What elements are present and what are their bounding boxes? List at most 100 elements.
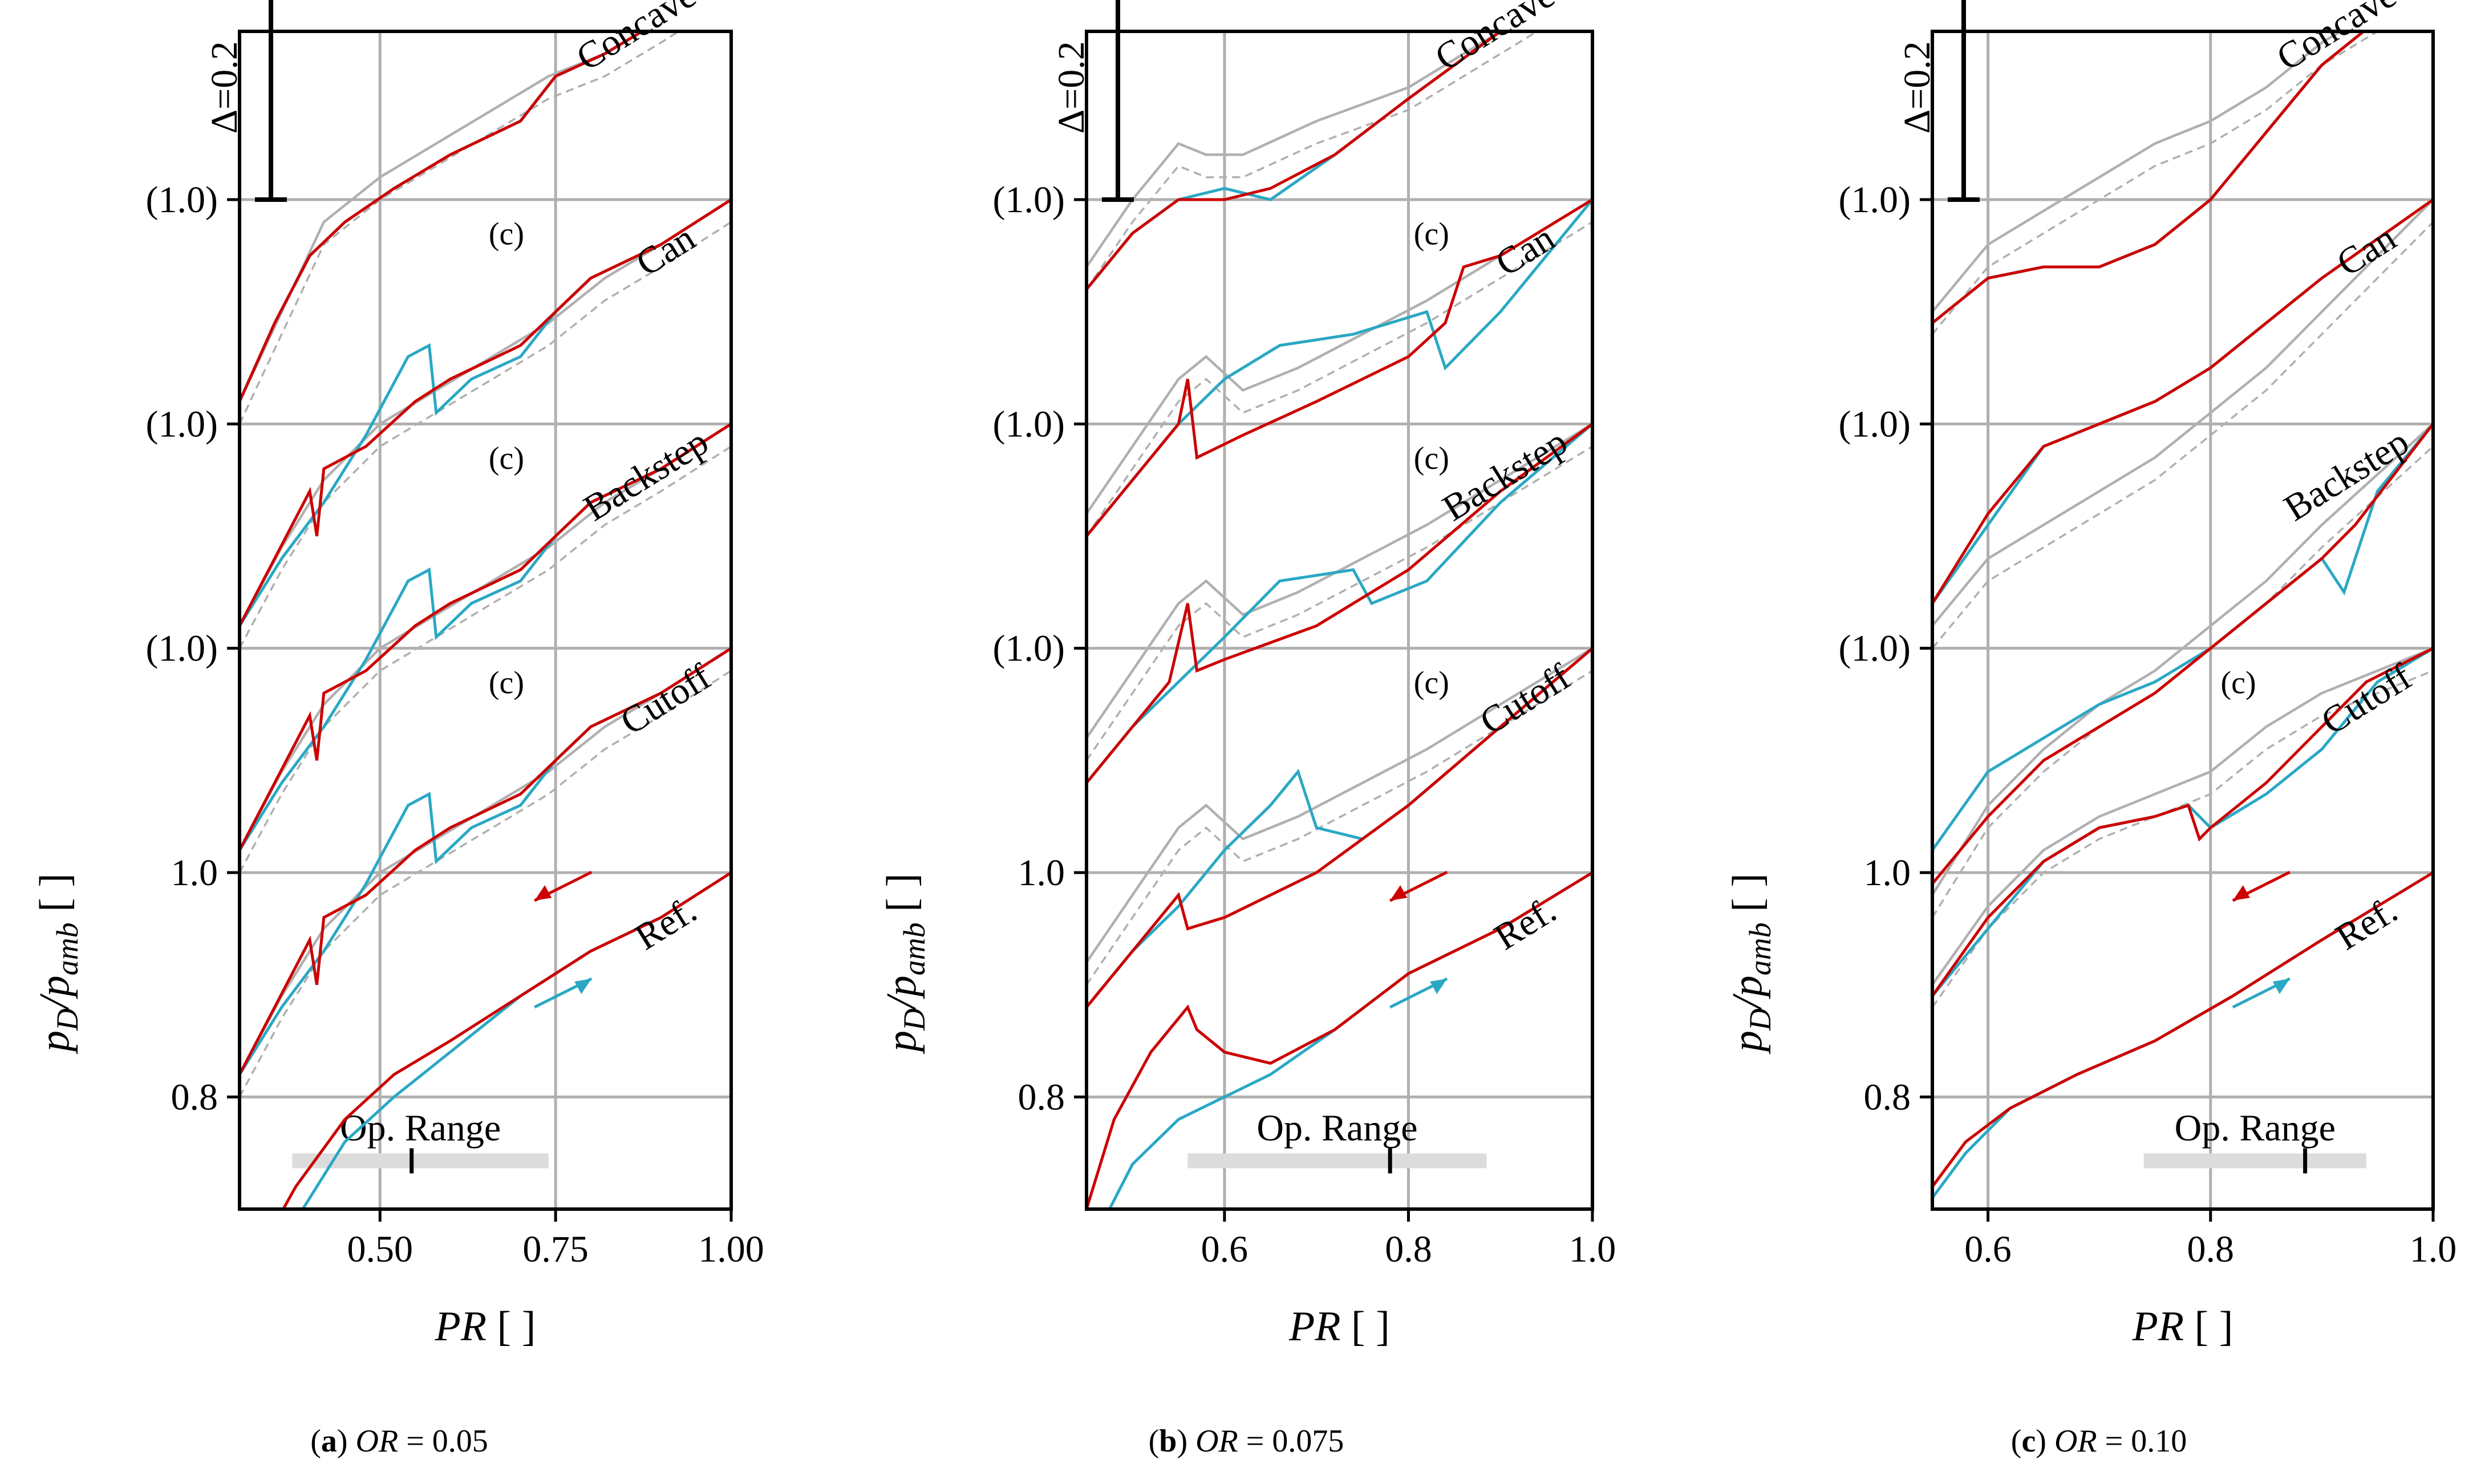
gray-dashed-series-can: [240, 221, 731, 649]
gray-dashed-series-cutoff: [1087, 670, 1592, 986]
y-tick-label: (1.0): [993, 628, 1065, 670]
curve-label-backstep: Backstep: [1436, 421, 1575, 529]
panel-c: Op. RangeRef.CutoffBackstepCanConcave(c)…: [1724, 0, 2456, 1459]
cyan-arrow-icon: [534, 977, 593, 1009]
y-tick-label: 1.0: [1864, 852, 1911, 894]
gray-dashed-series-backstep: [1087, 445, 1592, 761]
delta-bracket: [1102, 0, 1134, 202]
c-marker: (c): [489, 217, 524, 252]
y-tick-label: (1.0): [1839, 403, 1911, 445]
curves-group: [1087, 31, 1592, 1209]
cyan-series-backstep: [1087, 423, 1592, 784]
axes-frame: [1931, 30, 2435, 1211]
y-tick-label: (1.0): [146, 179, 218, 221]
panel-b: Op. Range Ref. Cutoff Backstep Can Concave (c)…: [878, 0, 1616, 1459]
curve-label-concave: Concave: [1428, 0, 1562, 79]
op-range-label: Op. Range: [2175, 1107, 2336, 1149]
gray-dashed-series-cutoff: [1932, 670, 2433, 1008]
curve-label-cutoff: Cutoff: [2314, 656, 2419, 743]
red-series-ref: [1932, 871, 2433, 1188]
x-tick-label: 1.0: [2410, 1228, 2457, 1270]
x-axis-label: PR [ ]: [2132, 1303, 2233, 1350]
c-marker: (c): [489, 665, 524, 700]
x-tick-label: 0.50: [347, 1228, 414, 1270]
gray-series-can: [1087, 198, 1592, 514]
red-series-can: [1087, 198, 1592, 537]
red-series-cutoff: [240, 647, 731, 1076]
gray-series-can: [1932, 198, 2433, 627]
x-tick-label: 0.8: [1385, 1228, 1432, 1270]
panel-caption: (b) OR = 0.075: [1149, 1424, 1344, 1459]
x-tick-label: 0.8: [2187, 1228, 2235, 1270]
curve-label-can: Can: [1489, 217, 1562, 284]
y-tick-label: (1.0): [1839, 179, 1911, 221]
red-series-backstep: [240, 423, 731, 851]
y-tick-label: 1.0: [1018, 852, 1065, 894]
red-arrow-icon: [1389, 870, 1448, 902]
curve-label-concave: Concave: [569, 0, 703, 79]
c-marker: (c): [1414, 665, 1449, 700]
gray-dashed-series-cutoff: [240, 670, 731, 1098]
curve-label-ref: Ref.: [1487, 889, 1563, 958]
y-axis-label: pD/pamb [ ]: [1724, 873, 1777, 1055]
red-series-ref: [281, 871, 731, 1209]
curve-label-ref: Ref.: [627, 889, 703, 958]
red-series-concave: [1932, 31, 2366, 325]
curve-label-backstep: Backstep: [577, 421, 716, 529]
red-series-backstep: [1932, 423, 2433, 885]
y-axis-label: pD/pamb [ ]: [878, 873, 931, 1055]
gray-dashed-series-can: [1932, 221, 2433, 649]
curves-group: [240, 31, 731, 1209]
red-series-can: [240, 198, 731, 627]
delta-bracket: [1948, 0, 1980, 202]
y-tick-label: (1.0): [146, 403, 218, 445]
y-tick-label: (1.0): [1839, 628, 1911, 670]
y-tick-label: 0.8: [1864, 1076, 1911, 1118]
curve-label-can: Can: [629, 217, 703, 284]
x-tick-label: 1.00: [698, 1228, 764, 1270]
cyan-arrow-icon: [1389, 977, 1448, 1009]
panel-a: Op. Range Ref. Cutoff Backstep Can Concave (c)…: [31, 0, 764, 1459]
x-axis-label: PR [ ]: [435, 1303, 536, 1350]
x-tick-label: 0.6: [1201, 1228, 1248, 1270]
curve-label-ref: Ref.: [2329, 889, 2405, 958]
c-marker: (c): [1414, 441, 1449, 476]
x-axis-label: PR [ ]: [1288, 1303, 1390, 1350]
red-arrow-icon: [2232, 870, 2291, 902]
gray-dashed-series-concave: [1087, 31, 1539, 290]
x-tick-label: 0.6: [1964, 1228, 2012, 1270]
c-marker: (c): [1414, 217, 1449, 252]
c-marker: (c): [2220, 665, 2256, 700]
delta-bracket: [255, 0, 287, 202]
curve-label-concave: Concave: [2269, 0, 2403, 79]
red-series-cutoff: [1932, 647, 2433, 997]
cyan-arrow-icon: [2232, 977, 2291, 1009]
gray-dashed-series-concave: [1932, 31, 2379, 335]
gray-series-concave: [1087, 31, 1503, 268]
red-series-concave: [1087, 31, 1503, 290]
curve-label-cutoff: Cutoff: [613, 656, 718, 743]
red-series-backstep: [1087, 423, 1592, 784]
op-range-label: Op. Range: [340, 1107, 501, 1149]
curves-group: [1932, 31, 2433, 1199]
panel-caption: (a) OR = 0.05: [310, 1424, 488, 1459]
y-tick-label: (1.0): [993, 179, 1065, 221]
curve-label-cutoff: Cutoff: [1473, 656, 1578, 743]
red-series-concave: [240, 31, 645, 403]
y-axis-label: pD/pamb [ ]: [31, 873, 84, 1055]
gray-series-cutoff: [1087, 647, 1592, 963]
c-marker: (c): [489, 441, 524, 476]
panel-caption: (c) OR = 0.10: [2011, 1424, 2187, 1459]
gray-series-backstep: [1087, 423, 1592, 739]
red-series-cutoff: [1087, 647, 1592, 1008]
axes-frame: [1085, 30, 1594, 1211]
red-series-ref: [1087, 871, 1592, 1209]
red-series-can: [1932, 198, 2433, 605]
gray-series-cutoff: [1932, 647, 2433, 986]
y-tick-label: 1.0: [171, 852, 218, 894]
gray-series-backstep: [1932, 423, 2433, 896]
gray-dashed-series-backstep: [240, 445, 731, 873]
gray-dashed-series-can: [1087, 221, 1592, 537]
y-tick-label: (1.0): [993, 403, 1065, 445]
